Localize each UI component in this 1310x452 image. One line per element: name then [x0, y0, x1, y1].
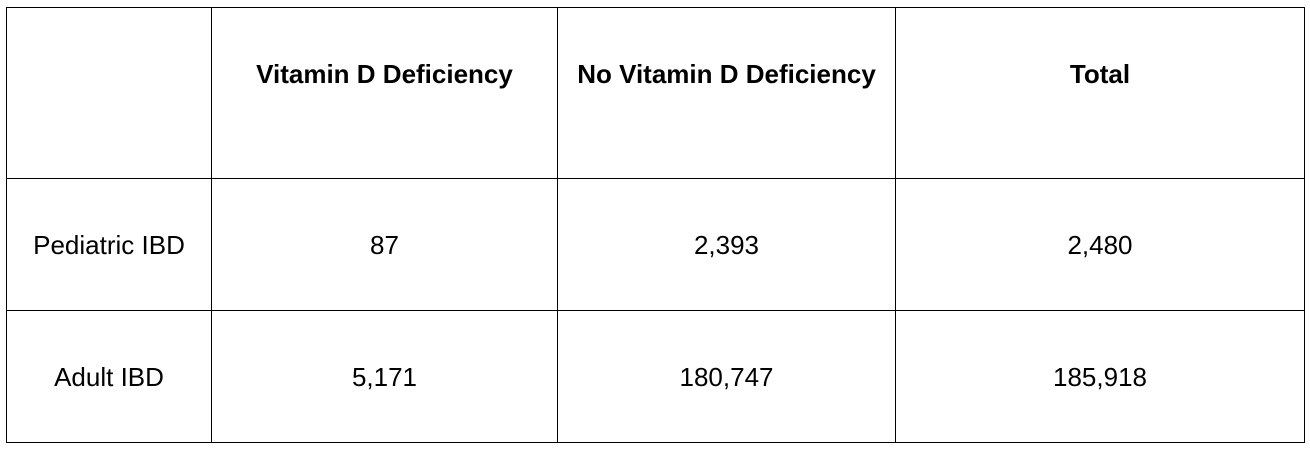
header-cell-vitamin-d-deficiency: Vitamin D Deficiency [211, 7, 558, 179]
table-cell: 2,480 [895, 178, 1305, 311]
table-cell: 2,393 [557, 178, 896, 311]
table-cell: 185,918 [895, 310, 1305, 443]
header-cell-empty [6, 7, 212, 179]
row-label-pediatric-ibd: Pediatric IBD [6, 178, 212, 311]
table-row: Adult IBD 5,171 180,747 185,918 [6, 310, 1305, 443]
table-cell: 5,171 [211, 310, 558, 443]
header-cell-no-vitamin-d-deficiency: No Vitamin D Deficiency [557, 7, 896, 179]
header-cell-total: Total [895, 7, 1305, 179]
table-cell: 180,747 [557, 310, 896, 443]
data-table: Vitamin D Deficiency No Vitamin D Defici… [6, 7, 1305, 443]
table-row: Pediatric IBD 87 2,393 2,480 [6, 178, 1305, 311]
row-label-adult-ibd: Adult IBD [6, 310, 212, 443]
table-cell: 87 [211, 178, 558, 311]
table-header-row: Vitamin D Deficiency No Vitamin D Defici… [6, 7, 1305, 179]
